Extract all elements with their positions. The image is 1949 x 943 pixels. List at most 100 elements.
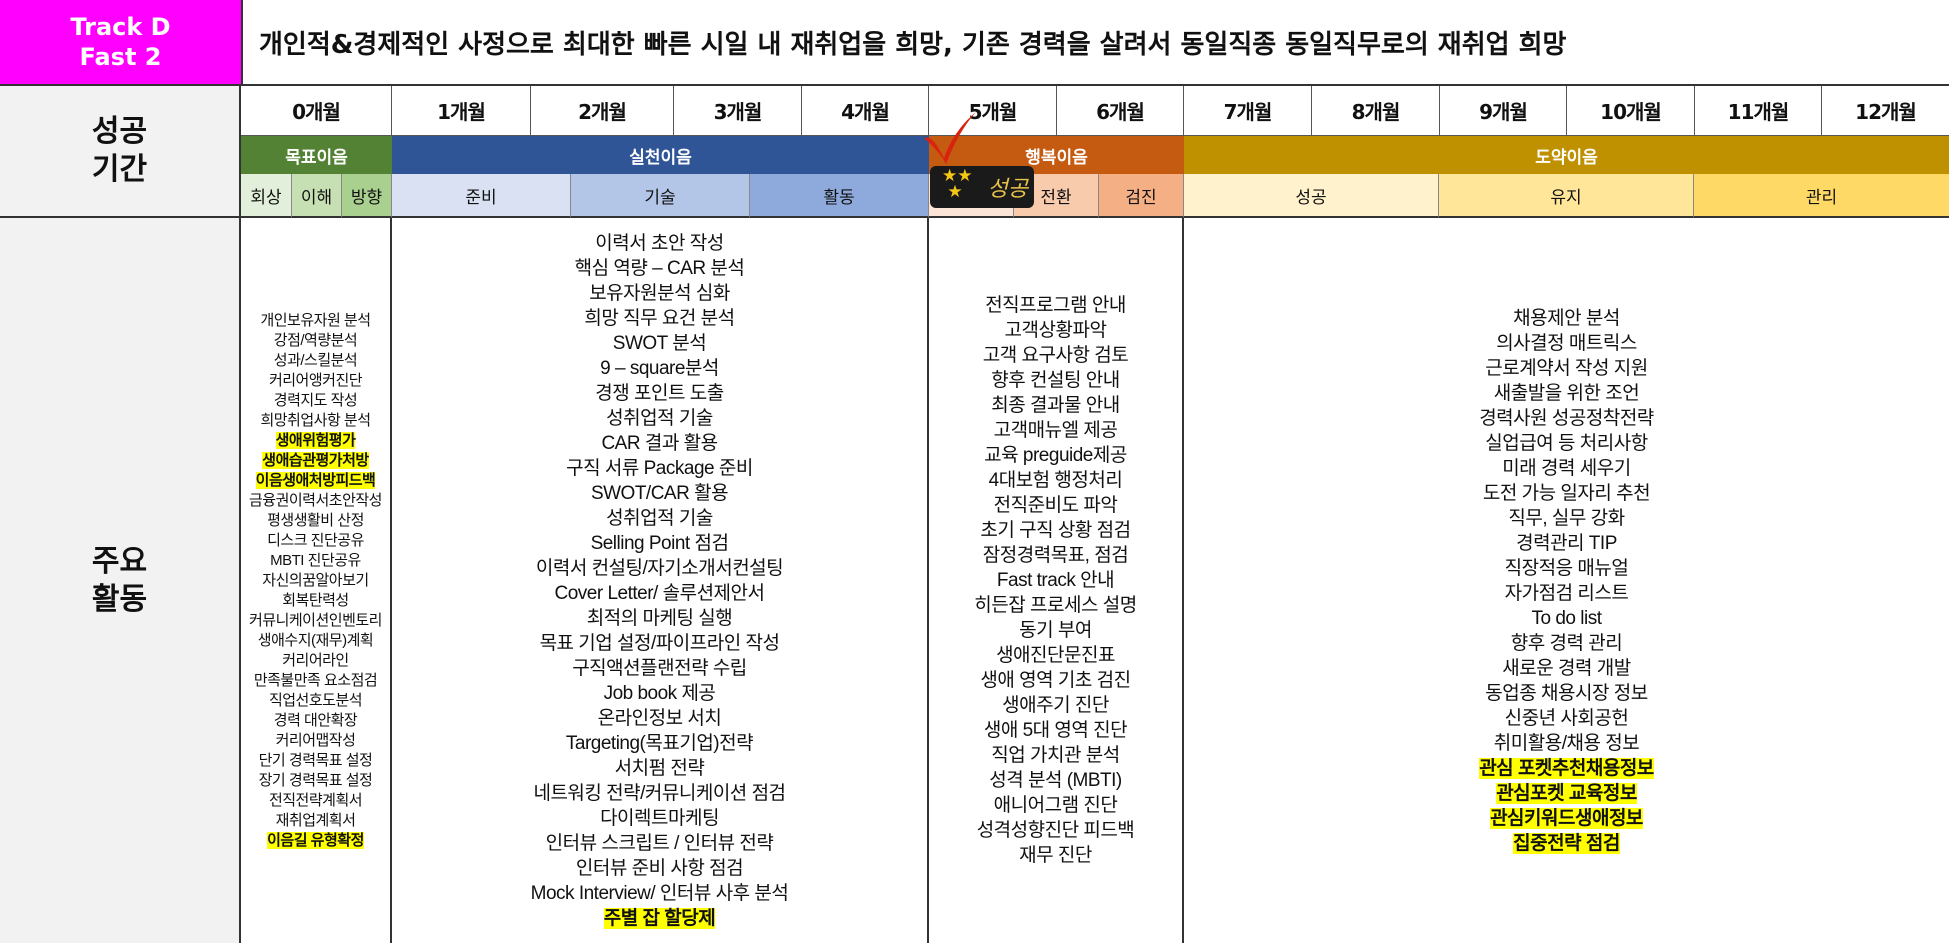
activity-item: 9 – square분석 [600,357,719,379]
activity-item: 이음생애처방피드백 [255,471,376,489]
activity-label-line-1: 주요 [91,543,148,579]
activity-item: 생애위험평가 [275,431,356,449]
activity-item: 네트워킹 전략/커뮤니케이션 점검 [533,782,786,804]
activity-item: 평생생활비 산정 [267,511,364,529]
activity-item: 취미활용/채용 정보 [1493,732,1640,754]
activity-item: 디스크 진단공유 [267,531,364,549]
step-goal-1: 회상 [241,174,292,218]
activity-item: 다이렉트마케팅 [600,807,719,829]
activity-item: 회복탄력성 [282,591,349,609]
activity-item: 이음길 유형확정 [267,831,364,849]
activity-item: 향후 컨설팅 안내 [991,370,1120,391]
month-9: 9개월 [1440,86,1567,136]
track-label: Track D Fast 2 [0,0,241,86]
activity-item: 커뮤니케이션인벤토리 [248,611,383,629]
activity-item: 동업종 채용시장 정보 [1485,682,1648,704]
activity-item: 신중년 사회공헌 [1504,707,1629,729]
month-6: 6개월 [1057,86,1184,136]
month-5: 5개월 [929,86,1057,136]
activity-item: 동기 부여 [1019,620,1092,641]
phase-practice: 실천이음 [392,136,929,174]
activity-item: 생애주기 진단 [1002,695,1109,716]
activity-item: 집중전략 점검 [1513,832,1620,854]
activity-item: 초기 구직 상황 점검 [980,520,1131,541]
activity-item: 전직프로그램 안내 [985,295,1126,316]
activity-item: 근로계약서 작성 지원 [1485,357,1648,379]
activity-item: 애니어그램 진단 [993,795,1118,816]
activity-item: 인터뷰 스크립트 / 인터뷰 전략 [545,832,774,854]
star-icon: ★★ ★ [942,166,973,202]
activity-item: 채용제안 분석 [1513,307,1620,329]
activities-happy: 전직프로그램 안내 고객상황파악 고객 요구사항 검토 향후 컨설팅 안내 최종 결과물… [929,218,1184,943]
success-badge-label: 성공 [987,177,1028,202]
month-11: 11개월 [1695,86,1822,136]
activity-item: 구직액션플랜전략 수립 [572,657,747,679]
step-practice-1: 준비 [392,174,571,218]
activity-item: 목표 기업 설정/파이프라인 작성 [539,632,780,654]
activity-item: 핵심 역량 – CAR 분석 [574,257,745,279]
activity-item: 의사결정 매트릭스 [1496,332,1637,354]
activity-item: 보유자원분석 심화 [589,282,730,304]
month-12: 12개월 [1822,86,1949,136]
activity-item: 재무 진단 [1019,845,1092,866]
activity-item: SWOT/CAR 활용 [590,482,729,504]
activity-item: 온라인정보 서치 [597,707,722,729]
activity-item: Job book 제공 [603,682,716,704]
activity-item: 자신의꿈알아보기 [262,571,369,589]
activity-item: SWOT 분석 [612,332,707,354]
step-practice-2: 기술 [571,174,750,218]
activity-item: 도전 가능 일자리 추천 [1482,482,1651,504]
activity-item: 단기 경력목표 설정 [258,751,373,769]
activity-item: To do list [1531,607,1602,629]
activity-item: 생애습관평가처방 [262,451,369,469]
activity-item: 이력서 초안 작성 [595,232,724,254]
activity-item: 직장적응 매뉴얼 [1504,557,1629,579]
activity-item: 새로운 경력 개발 [1502,657,1631,679]
activity-item: 구직 서류 Package 준비 [566,457,753,479]
checkmark-icon [924,112,976,164]
activity-item: 성취업적 기술 [606,407,713,429]
activity-item: Cover Letter/ 솔루션제안서 [554,582,765,604]
activity-item: 잠정경력목표, 점검 [982,545,1129,566]
activity-item: 히든잡 프로세스 설명 [974,595,1137,616]
month-1: 1개월 [392,86,531,136]
activity-item: 생애 영역 기초 검진 [980,670,1131,691]
activity-item: 관심포켓 교육정보 [1496,782,1637,804]
activity-item: CAR 결과 활용 [601,432,718,454]
activity-item: MBTI 진단공유 [270,551,361,569]
activities-leap: 채용제안 분석 의사결정 매트릭스 근로계약서 작성 지원 새출발을 위한 조언 경력사… [1184,218,1949,943]
activity-item: 4대보험 행정처리 [988,470,1123,491]
track-line-1: Track D [70,13,171,41]
step-leap-3: 관리 [1694,174,1949,218]
period-label-line-1: 성공 [91,114,148,149]
month-7: 7개월 [1184,86,1312,136]
step-goal-2: 이해 [292,174,342,218]
activity-item: Mock Interview/ 인터뷰 사후 분석 [530,882,789,904]
success-badge: 성공 [930,166,1034,208]
activity-item: 성취업적 기술 [606,507,713,529]
activity-item: 직무, 실무 강화 [1508,507,1625,529]
activity-item: 관심 포켓추천채용정보 [1479,757,1654,779]
activity-item: 서치펌 전략 [614,757,705,779]
activity-item: Targeting(목표기업)전략 [565,732,754,754]
activity-item: 성과/스킬분석 [273,351,358,369]
phase-goal: 목표이음 [241,136,392,174]
activity-item: 관심키워드생애정보 [1490,807,1643,829]
activity-item: 경쟁 포인트 도출 [595,382,724,404]
month-3: 3개월 [674,86,802,136]
activity-item: 경력 대안확장 [273,711,358,729]
activity-item: 생애수지(재무)계획 [257,631,374,649]
activity-item: 고객매뉴엘 제공 [993,420,1118,441]
track-line-2: Fast 2 [79,43,162,71]
activity-label-line-2: 활동 [91,581,148,617]
activity-item: 재취업계획서 [275,811,356,829]
activity-item: 최적의 마케팅 실행 [586,607,733,629]
step-happy-3: 검진 [1099,174,1184,218]
activity-item: 직업선호도분석 [268,691,363,709]
activity-item: 커리어앵커진단 [268,371,363,389]
activity-item: 강점/역량분석 [273,331,358,349]
activity-item: 인터뷰 준비 사항 점검 [575,857,744,879]
activity-item: 교육 preguide제공 [984,445,1127,466]
activity-item: 장기 경력목표 설정 [258,771,373,789]
activity-item: 직업 가치관 분석 [991,745,1120,766]
